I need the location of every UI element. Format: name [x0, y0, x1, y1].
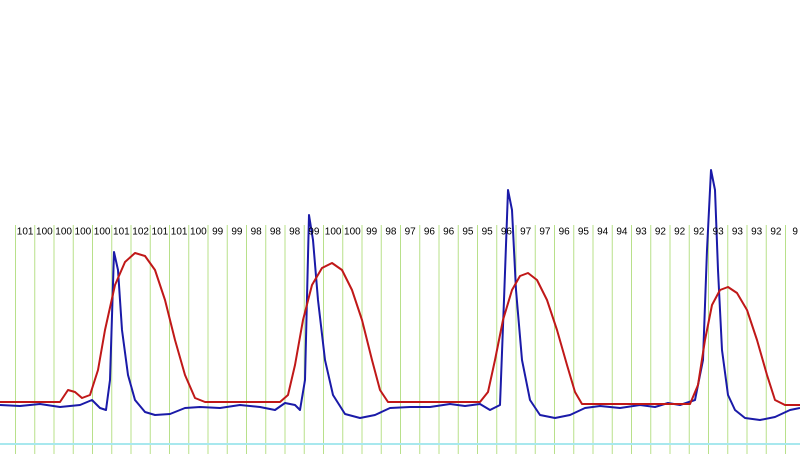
column-label: 93: [732, 227, 744, 238]
column-label: 93: [713, 227, 725, 238]
column-labels: 101 100 100 100 100 101 102 101 101 100 99 99 98 98 98…: [17, 227, 799, 238]
column-label: 98: [251, 227, 263, 238]
column-label: 92: [674, 227, 686, 238]
column-label: 92: [770, 227, 782, 238]
column-label: 96: [501, 227, 513, 238]
column-label: 99: [366, 227, 378, 238]
column-label: 100: [36, 227, 53, 238]
column-label: 100: [344, 227, 361, 238]
column-label: 96: [559, 227, 571, 238]
waveforms: [0, 169, 800, 421]
column-label: 93: [751, 227, 763, 238]
column-label: 9: [792, 227, 798, 238]
column-label: 100: [190, 227, 207, 238]
column-label: 97: [520, 227, 532, 238]
column-label: 99: [231, 227, 243, 238]
column-label: 101: [113, 227, 130, 238]
column-label: 101: [171, 227, 188, 238]
column-label: 96: [424, 227, 436, 238]
column-label: 94: [597, 227, 609, 238]
column-label: 98: [385, 227, 397, 238]
column-label: 98: [270, 227, 282, 238]
column-label: 99: [212, 227, 224, 238]
column-grid: [15, 225, 786, 454]
column-label: 101: [152, 227, 169, 238]
column-label: 100: [94, 227, 111, 238]
column-label: 95: [578, 227, 590, 238]
waveform: [0, 252, 800, 406]
column-label: 100: [75, 227, 92, 238]
column-label: 100: [325, 227, 342, 238]
column-label: 98: [289, 227, 301, 238]
column-label: 99: [308, 227, 320, 238]
column-label: 93: [636, 227, 648, 238]
column-label: 101: [17, 227, 34, 238]
column-label: 94: [616, 227, 628, 238]
column-label: 97: [539, 227, 551, 238]
column-label: 92: [655, 227, 667, 238]
column-label: 95: [462, 227, 474, 238]
column-label: 96: [443, 227, 455, 238]
waveform: [0, 169, 800, 421]
column-label: 97: [405, 227, 417, 238]
column-label: 100: [55, 227, 72, 238]
column-label: 102: [132, 227, 149, 238]
column-label: 95: [482, 227, 494, 238]
column-label: 92: [693, 227, 705, 238]
